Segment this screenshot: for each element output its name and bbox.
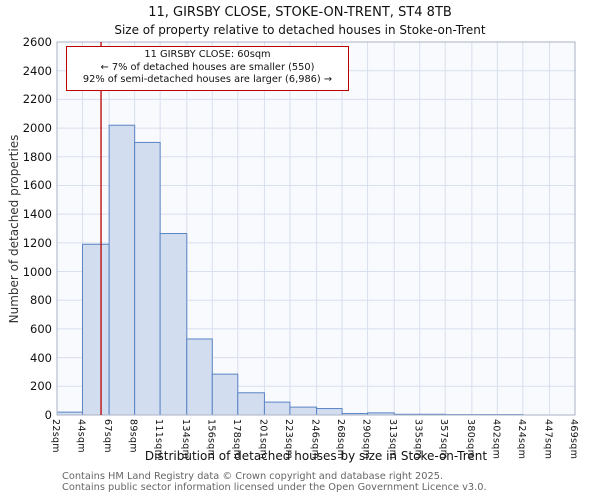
y-tick-label: 400 [30,350,52,365]
histogram-bar [289,406,318,416]
x-tick-label: 223sqm [282,419,294,460]
x-tick-label: 402sqm [490,419,502,460]
x-tick-label: 89sqm [127,419,139,453]
histogram-bar [263,401,291,416]
histogram-bar [237,392,265,416]
histogram-bar [134,141,161,416]
y-tick-label: 2400 [22,63,52,78]
annotation-property-line: 11 GIRSBY CLOSE: 60sqm [144,49,271,60]
histogram-bar [108,124,136,416]
y-tick-label: 1400 [22,207,52,222]
y-tick-label: 2200 [22,92,52,107]
x-tick-label: 246sqm [309,419,321,460]
y-axis-title: Number of detached properties [7,134,21,324]
x-tick-label: 335sqm [412,419,424,460]
chart-subtitle: Size of property relative to detached ho… [114,23,486,37]
y-tick-label: 600 [30,321,52,336]
chart-title: 11, GIRSBY CLOSE, STOKE-ON-TRENT, ST4 8T… [148,5,452,20]
y-tick-label: 1200 [22,235,52,250]
y-tick-label: 0 [44,408,52,422]
annotation-box: 11 GIRSBY CLOSE: 60sqm ← 7% of detached … [66,46,349,91]
y-tick-label: 800 [30,293,52,308]
x-tick-label: 447sqm [542,419,554,460]
plot-border [56,41,576,416]
x-tick-label: 313sqm [387,419,399,460]
x-tick-label: 201sqm [257,419,269,460]
x-tick-label: 178sqm [230,419,242,460]
footer: Contains HM Land Registry data © Crown c… [62,471,487,493]
histogram-bar [159,233,188,416]
y-tick-label: 1800 [22,149,52,164]
histogram-bar [316,408,343,416]
histogram-bar [186,338,213,416]
x-tick-label: 469sqm [568,419,579,460]
x-axis-title: Distribution of detached houses by size … [144,449,488,463]
x-tick-label: 44sqm [75,419,87,453]
x-tick-label: 156sqm [205,419,217,460]
x-tick-label: 134sqm [179,419,191,460]
x-tick-label: 290sqm [360,419,372,460]
annotation-larger-line: 92% of semi-detached houses are larger (… [82,74,333,86]
y-tick-label: 200 [30,379,52,394]
x-tick-label: 268sqm [335,419,347,460]
histogram-bar [81,243,110,416]
annotation-smaller-line: ← 7% of detached houses are smaller (550… [100,61,315,73]
y-tick-label: 1600 [22,178,52,193]
histogram-bar [211,373,239,416]
footer-attribution-line2: Contains public sector information licen… [62,482,487,493]
x-tick-label: 357sqm [438,419,450,460]
x-tick-label: 424sqm [515,419,527,460]
x-tick-label: 111sqm [153,419,165,460]
x-tick-label: 22sqm [50,419,61,453]
footer-attribution-line1: Contains HM Land Registry data © Crown c… [62,471,444,482]
y-tick-label: 1000 [22,264,52,279]
x-tick-label: 67sqm [102,419,114,453]
y-tick-label: 2600 [22,35,52,49]
x-tick-label: 380sqm [464,419,476,460]
y-tick-label: 2000 [22,121,52,136]
